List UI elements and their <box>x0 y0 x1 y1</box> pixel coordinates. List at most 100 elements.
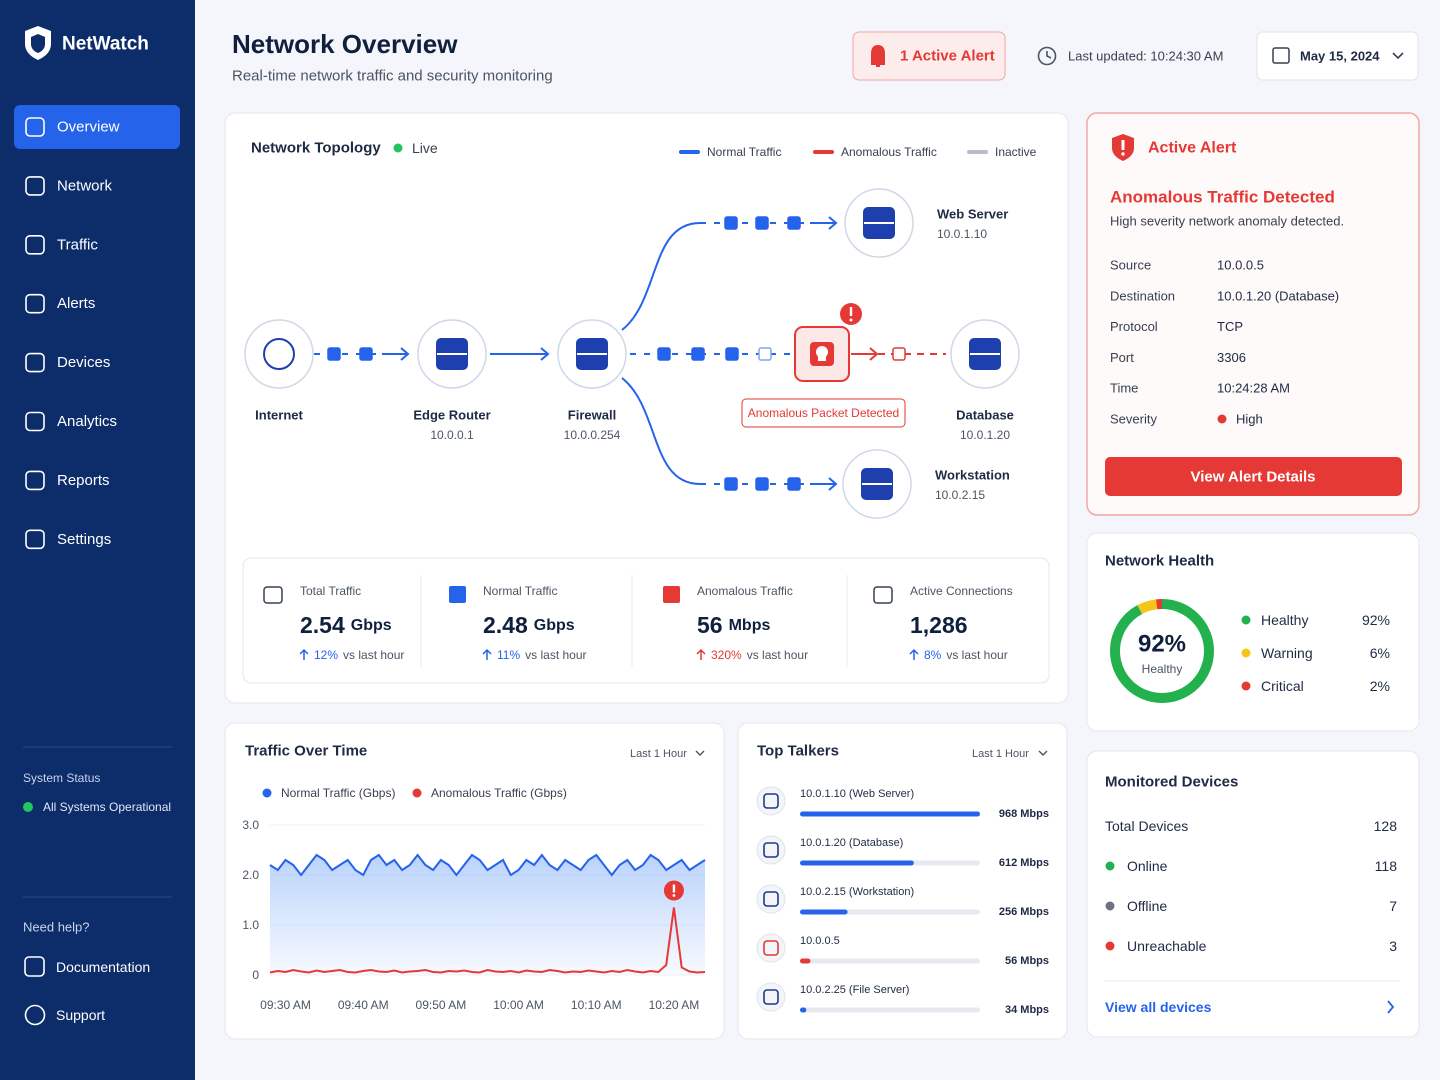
nav-item[interactable]: Network <box>57 177 113 194</box>
card-title: Network Topology <box>251 140 381 157</box>
date[interactable]: May 15, 2024 <box>1300 49 1380 64</box>
sidebar <box>0 0 195 1080</box>
field-label: Destination <box>1110 288 1175 303</box>
arrow <box>810 216 838 230</box>
packet <box>787 477 801 491</box>
legend-value: 6% <box>1370 645 1390 661</box>
field-value: TCP <box>1217 319 1243 334</box>
nav-item[interactable]: Analytics <box>57 413 117 430</box>
page-subtitle: Real-time network traffic and security m… <box>232 68 553 85</box>
node-icon <box>263 338 295 370</box>
node <box>244 319 314 389</box>
stat-icon <box>663 586 680 603</box>
node-label: Database <box>956 408 1014 423</box>
view-alert-label[interactable]: View Alert Details <box>1190 469 1315 486</box>
packet <box>755 477 769 491</box>
nav-icon <box>25 352 45 373</box>
talker-glyph <box>763 989 779 1005</box>
talker-label: 10.0.1.20 (Database) <box>800 837 903 849</box>
legend-dot <box>1241 648 1251 658</box>
packet <box>691 347 705 361</box>
donut-segment <box>1110 599 1214 703</box>
nav-item[interactable]: Devices <box>57 354 110 371</box>
nav-item[interactable]: Alerts <box>57 295 95 312</box>
line <box>269 907 706 974</box>
status-title: System Status <box>23 771 100 785</box>
x-tick-label: 09:50 AM <box>416 998 467 1012</box>
stat-icon <box>449 586 466 603</box>
x-tick-label: 09:40 AM <box>338 998 389 1012</box>
help-title: Need help? <box>23 920 90 935</box>
nav-icon <box>25 411 45 432</box>
change-text: vs last hour <box>343 648 404 662</box>
change-value: 8% <box>924 648 942 662</box>
stat-label: Active Connections <box>910 584 1013 598</box>
alert-button-label[interactable]: 1 Active Alert <box>900 48 995 65</box>
stat-value: 1,286 <box>910 612 968 638</box>
legend-label: Normal Traffic (Gbps) <box>281 786 395 800</box>
bar-track <box>800 958 980 964</box>
bar-track <box>800 1007 980 1013</box>
chevron <box>695 750 705 756</box>
devices-card <box>1086 750 1420 1038</box>
trend-arrow <box>909 648 919 660</box>
stat-unit: Gbps <box>351 617 392 634</box>
stat-number: 2.48 <box>483 612 528 638</box>
nav-icon <box>25 235 45 255</box>
spike-mark <box>672 894 676 897</box>
help-link[interactable]: Support <box>56 1007 105 1023</box>
packet <box>892 347 906 361</box>
nav-item[interactable]: Settings <box>57 531 111 548</box>
date-picker[interactable] <box>1256 31 1419 81</box>
field-value: High <box>1236 412 1263 427</box>
x-tick-label: 10:20 AM <box>649 998 700 1012</box>
card-title: Top Talkers <box>757 743 839 760</box>
nav-icon <box>25 117 45 137</box>
stat-change: 320% vs last hour <box>711 648 808 662</box>
trend-arrow <box>299 648 309 660</box>
node-ip: 10.0.1.10 <box>937 227 987 241</box>
device-label: Online <box>1127 858 1168 874</box>
legend-label: Anomalous Traffic (Gbps) <box>431 786 567 800</box>
severity-dot <box>1217 414 1227 424</box>
bar-value-label: 34 Mbps <box>1005 1004 1049 1016</box>
alert-description: High severity network anomaly detected. <box>1110 214 1344 229</box>
live-status: Live <box>412 140 438 156</box>
node-ip: 10.0.0.254 <box>564 428 621 442</box>
range-select[interactable]: Last 1 Hour <box>972 748 1029 760</box>
view-alert-button[interactable] <box>1105 457 1402 496</box>
bar <box>800 811 980 817</box>
stat-number: 56 <box>697 612 723 638</box>
node-ip: 10.0.0.1 <box>430 428 474 442</box>
help-link[interactable]: Documentation <box>56 959 150 975</box>
status-dot <box>23 802 33 812</box>
bar-value-label: 56 Mbps <box>1005 955 1049 967</box>
card-title: Traffic Over Time <box>245 743 367 760</box>
device-value: 118 <box>1375 858 1398 874</box>
stat-label: Anomalous Traffic <box>697 584 793 598</box>
nav-icon <box>25 176 45 196</box>
node-label: Workstation <box>935 468 1010 483</box>
nav-item[interactable]: Traffic <box>57 236 98 253</box>
nav-active <box>14 105 180 149</box>
y-tick-label: 2.0 <box>242 868 259 882</box>
packet <box>724 216 738 230</box>
packet <box>787 216 801 230</box>
clock-hand <box>1046 51 1052 59</box>
packet <box>755 216 769 230</box>
nav-item[interactable]: Reports <box>57 472 110 489</box>
view-devices-link[interactable]: View all devices <box>1105 999 1212 1015</box>
chevron[interactable] <box>1387 1000 1395 1014</box>
packet <box>758 347 772 361</box>
nav-item[interactable]: Overview <box>57 119 120 136</box>
anomaly-label-box <box>741 398 906 428</box>
device-label: Offline <box>1127 898 1167 914</box>
legend-label: Healthy <box>1261 612 1308 628</box>
device-dot <box>1105 861 1115 871</box>
range-select[interactable]: Last 1 Hour <box>630 748 687 760</box>
alert-button[interactable] <box>852 31 1006 81</box>
legend-dot <box>1241 681 1251 691</box>
legend-dot <box>1241 615 1251 625</box>
anomaly-label: Anomalous Packet Detected <box>748 406 899 420</box>
